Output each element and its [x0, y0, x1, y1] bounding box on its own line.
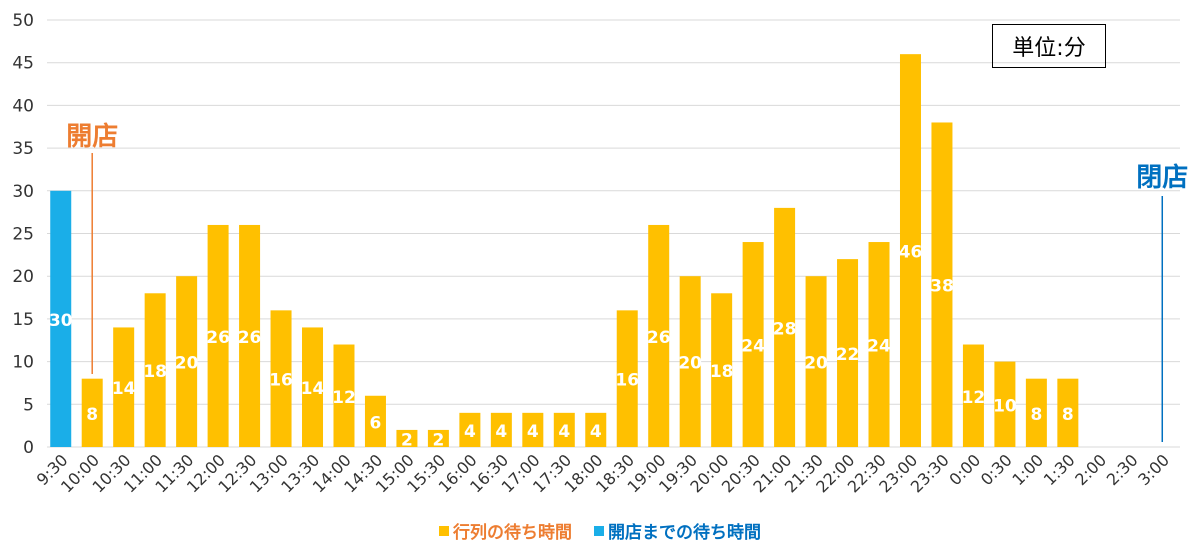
data-label: 24 — [867, 337, 891, 357]
data-label: 26 — [238, 328, 262, 348]
bar — [113, 327, 135, 447]
y-tick-label: 25 — [12, 225, 34, 245]
bar — [302, 327, 324, 447]
data-label: 30 — [49, 311, 73, 331]
data-label: 2 — [432, 430, 444, 450]
data-label: 26 — [206, 328, 230, 348]
bar — [711, 293, 733, 447]
bar — [333, 344, 355, 447]
data-label: 4 — [590, 422, 602, 442]
bar — [931, 122, 953, 447]
data-label: 8 — [1062, 405, 1074, 425]
bar — [774, 207, 796, 447]
data-label: 12 — [332, 388, 356, 408]
data-label: 20 — [804, 354, 828, 374]
bar — [207, 224, 229, 447]
bar — [1025, 378, 1047, 447]
bar — [679, 276, 701, 447]
bar — [994, 361, 1016, 447]
bar — [837, 259, 859, 447]
bar — [396, 429, 418, 447]
bar — [553, 412, 575, 447]
data-label: 12 — [962, 388, 986, 408]
data-label: 6 — [370, 413, 382, 433]
x-tick-label: 0:00 — [945, 450, 984, 489]
legend-swatch-before-open — [594, 525, 604, 536]
data-label: 10 — [993, 396, 1017, 416]
bar — [742, 242, 764, 447]
legend-label-queue: 行列の待ち時間 — [453, 523, 572, 543]
bar — [616, 310, 638, 447]
bar — [81, 378, 103, 447]
legend-label-before-open: 開店までの待ち時間 — [608, 523, 761, 543]
bar — [1057, 378, 1079, 447]
bar — [490, 412, 512, 447]
bar — [868, 242, 890, 447]
bar — [522, 412, 544, 447]
bar — [176, 276, 198, 447]
bar — [50, 190, 72, 448]
bar — [648, 224, 670, 447]
bar — [144, 293, 166, 447]
data-label: 22 — [836, 345, 860, 365]
bar — [899, 54, 921, 447]
bar — [364, 395, 386, 447]
data-label: 20 — [175, 354, 199, 374]
x-tick-label: 3:00 — [1134, 450, 1173, 489]
legend-item-queue: 行列の待ち時間 — [439, 518, 572, 543]
data-label: 20 — [678, 354, 702, 374]
bar — [805, 276, 827, 447]
x-tick-label: 0:30 — [977, 450, 1016, 489]
bar — [239, 224, 261, 447]
data-label: 38 — [930, 277, 954, 297]
data-label: 24 — [741, 337, 765, 357]
y-tick-label: 20 — [12, 267, 34, 287]
bar — [459, 412, 481, 447]
legend: 行列の待ち時間 開店までの待ち時間 — [0, 518, 1200, 543]
y-tick-label: 10 — [12, 353, 34, 373]
unit-label: 単位:分 — [992, 24, 1106, 68]
data-label: 16 — [615, 371, 639, 391]
data-label: 28 — [773, 319, 797, 339]
data-label: 4 — [558, 422, 570, 442]
y-tick-label: 5 — [23, 395, 34, 415]
y-tick-label: 30 — [12, 182, 34, 202]
y-tick-label: 50 — [12, 11, 34, 31]
x-tick-label: 2:00 — [1071, 450, 1110, 489]
y-tick-label: 15 — [12, 310, 34, 330]
data-label: 18 — [143, 362, 167, 382]
bar — [270, 310, 292, 447]
y-tick-label: 35 — [12, 139, 34, 159]
data-label: 16 — [269, 371, 293, 391]
x-tick-label: 1:00 — [1008, 450, 1047, 489]
legend-item-before-open: 開店までの待ち時間 — [594, 518, 761, 543]
data-label: 14 — [112, 379, 136, 399]
y-tick-label: 45 — [12, 54, 34, 74]
x-tick-label: 2:30 — [1103, 450, 1142, 489]
data-label: 8 — [86, 405, 98, 425]
data-label: 8 — [1030, 405, 1042, 425]
y-tick-label: 40 — [12, 96, 34, 116]
data-label: 2 — [401, 430, 413, 450]
bar — [962, 344, 984, 447]
legend-swatch-queue — [439, 525, 449, 536]
data-label: 14 — [301, 379, 325, 399]
bar — [427, 429, 449, 447]
x-tick-label: 1:30 — [1040, 450, 1079, 489]
data-label: 46 — [899, 243, 923, 263]
data-label: 26 — [647, 328, 671, 348]
data-label: 4 — [527, 422, 539, 442]
data-label: 4 — [495, 422, 507, 442]
data-label: 18 — [710, 362, 734, 382]
close-annotation: 閉店 — [1136, 163, 1188, 193]
open-annotation: 開店 — [66, 122, 118, 152]
y-tick-label: 0 — [23, 438, 34, 458]
data-label: 4 — [464, 422, 476, 442]
bar — [585, 412, 607, 447]
